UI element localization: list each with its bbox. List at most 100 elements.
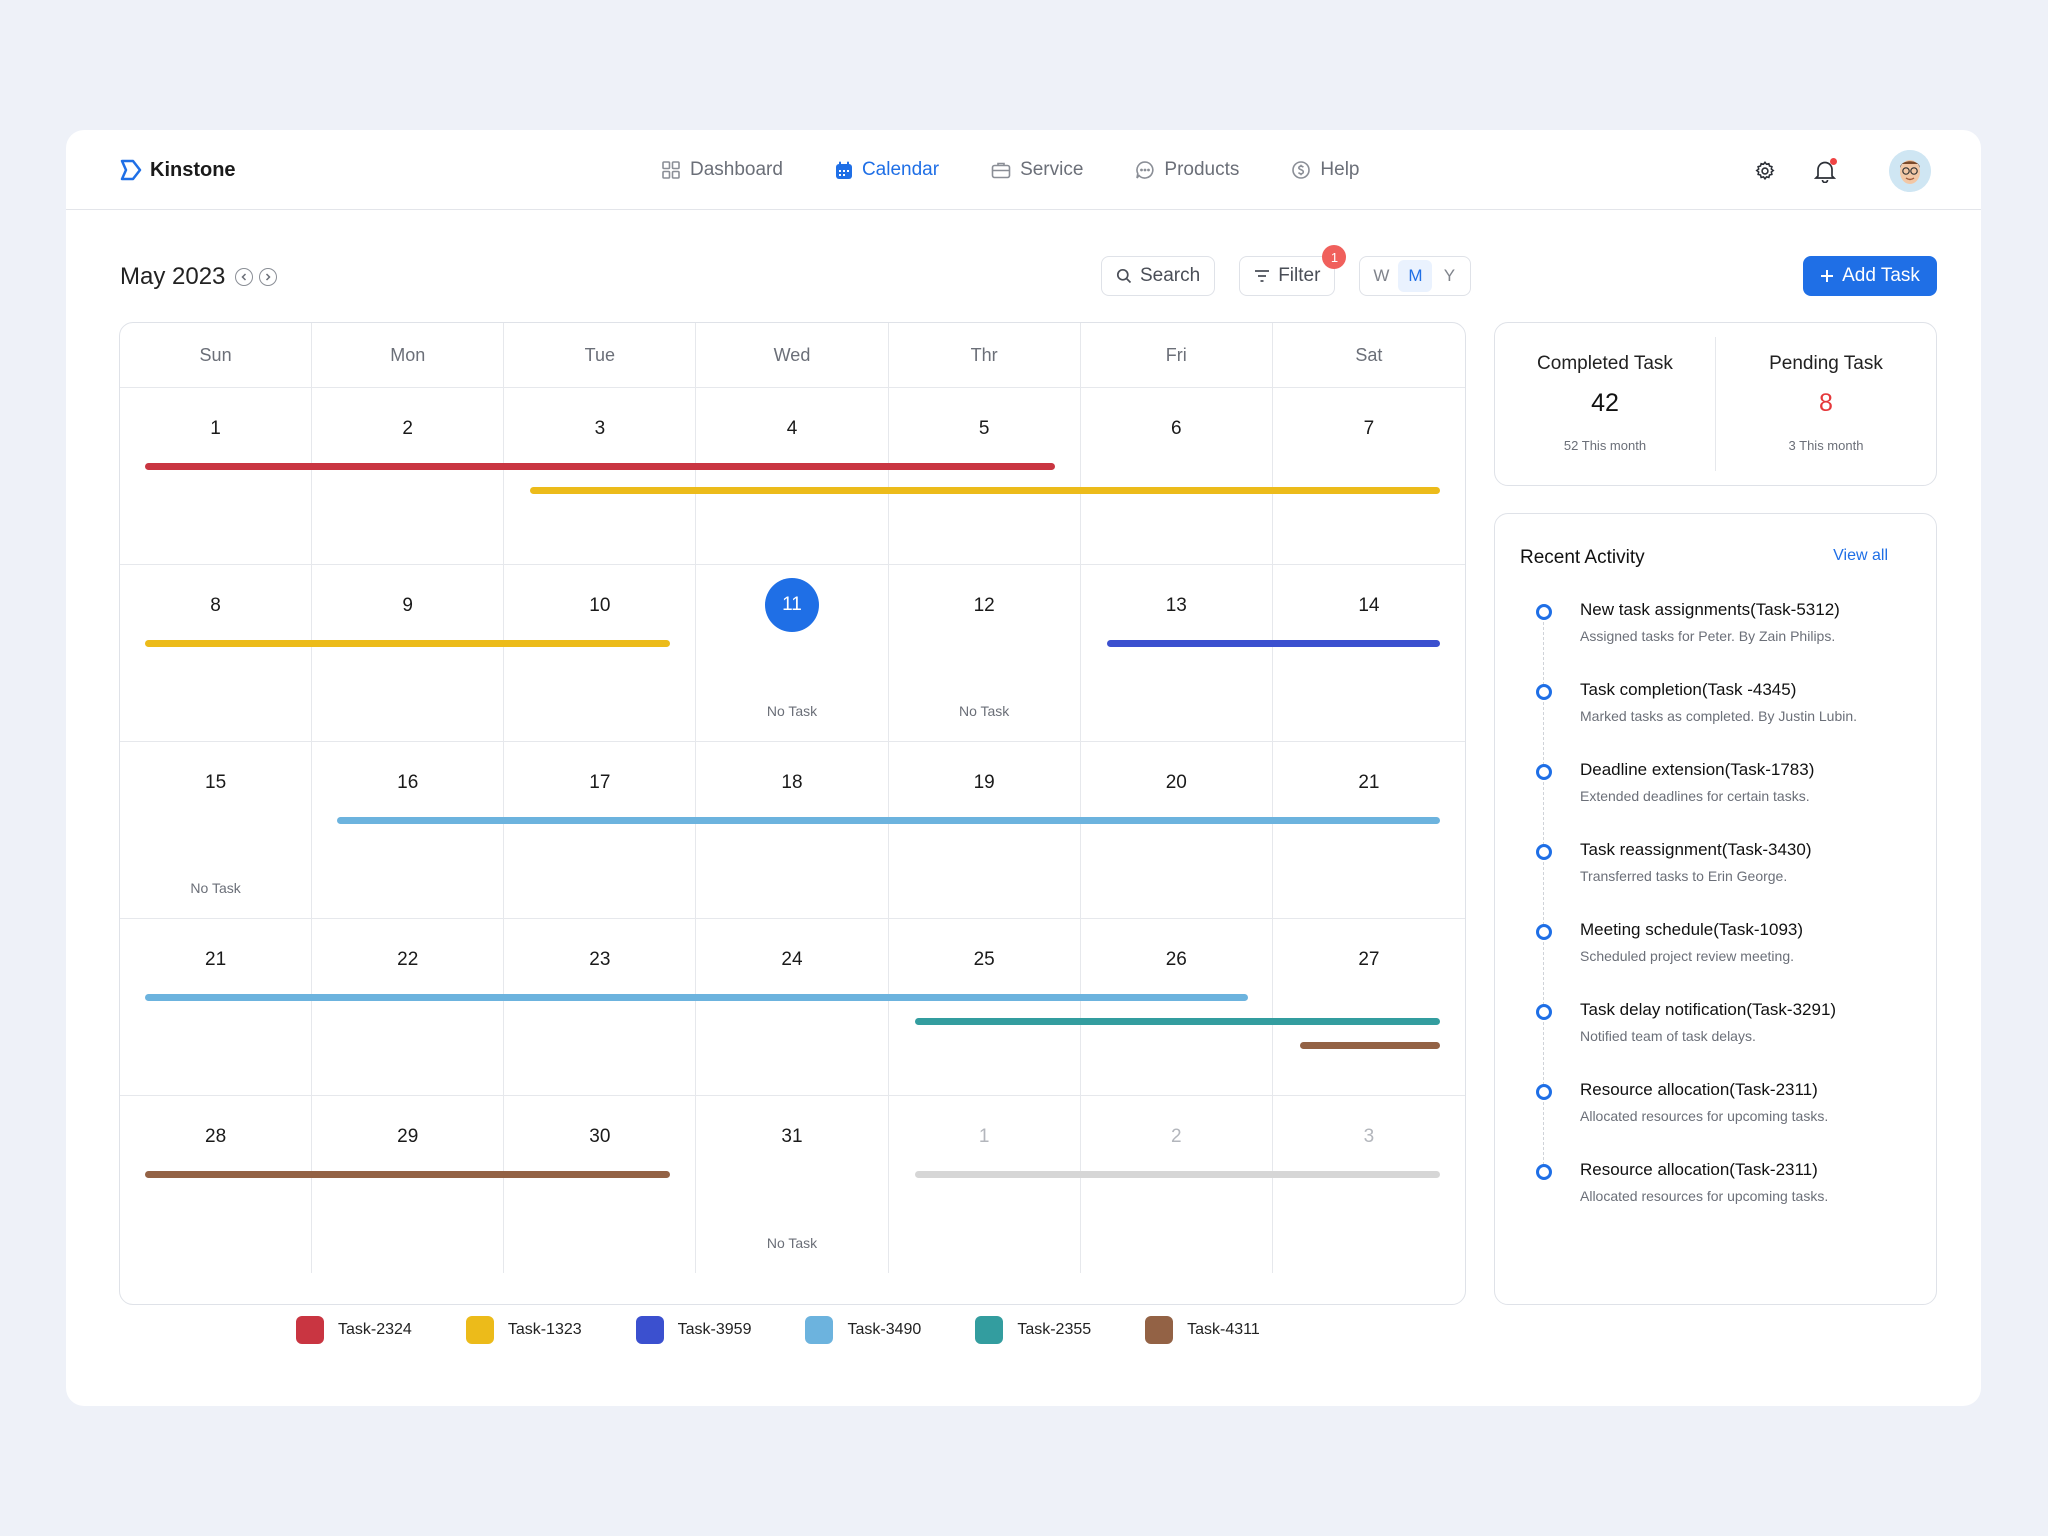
calendar-day-cell[interactable]: 18: [696, 742, 889, 919]
calendar-day-cell[interactable]: 21: [1272, 742, 1465, 919]
activity-item[interactable]: Meeting schedule(Task-1093) Scheduled pro…: [1520, 920, 1920, 1000]
calendar-day-cell[interactable]: 6: [1080, 388, 1273, 565]
app-window: Kinstone Dashboard Calendar Service Prod…: [66, 130, 1981, 1406]
calendar-day-cell[interactable]: 19: [888, 742, 1081, 919]
activity-item[interactable]: Deadline extension(Task-1783) Extended de…: [1520, 760, 1920, 840]
calendar-day-cell[interactable]: 30: [504, 1096, 697, 1273]
calendar-day-cell[interactable]: 28: [120, 1096, 313, 1273]
day-number: 6: [1170, 418, 1182, 439]
calendar-day-cell[interactable]: 2: [312, 388, 505, 565]
calendar-day-cell[interactable]: 23: [504, 919, 697, 1096]
completed-task-count: 42: [1591, 389, 1619, 417]
legend-item: Task-2324: [296, 1316, 412, 1344]
legend-swatch: [465, 1316, 494, 1344]
nav-help[interactable]: Help: [1291, 159, 1359, 181]
no-task-label: No Task: [766, 1235, 818, 1251]
calendar-day-cell[interactable]: 24: [696, 919, 889, 1096]
activity-item[interactable]: Resource allocation(Task-2311) Allocated …: [1520, 1080, 1920, 1160]
calendar-day-cell[interactable]: 10: [504, 565, 697, 742]
view-year-button[interactable]: Y: [1443, 266, 1456, 285]
calendar-day-cell[interactable]: 5: [888, 388, 1081, 565]
notifications-button[interactable]: [1809, 155, 1841, 187]
recent-activity-title: Recent Activity: [1520, 547, 1645, 568]
calendar-day-cell[interactable]: 17: [504, 742, 697, 919]
search-label: Search: [1140, 265, 1201, 286]
calendar-day-cell[interactable]: 29: [312, 1096, 505, 1273]
brand-logo[interactable]: Kinstone: [118, 158, 236, 182]
add-task-button[interactable]: Add Task: [1803, 256, 1937, 296]
nav-calendar[interactable]: Calendar: [835, 159, 939, 181]
nav-products[interactable]: Products: [1135, 159, 1239, 181]
brand-name: Kinstone: [150, 158, 236, 181]
activity-subtitle: Transferred tasks to Erin George.: [1580, 868, 1788, 884]
prev-month-button[interactable]: [235, 268, 254, 286]
search-button[interactable]: Search: [1101, 256, 1216, 296]
calendar-day-cell[interactable]: 3: [504, 388, 697, 565]
calendar-day-cell[interactable]: 9: [312, 565, 505, 742]
day-number: 1: [978, 1126, 990, 1147]
calendar-day-cell[interactable]: 11 No Task: [696, 565, 889, 742]
day-number: 22: [397, 949, 419, 970]
filter-button[interactable]: Filter 1: [1239, 245, 1347, 296]
calendar-day-cell[interactable]: 16: [312, 742, 505, 919]
timeline-dot-icon: [1536, 924, 1552, 940]
top-actions: [1749, 150, 1931, 192]
activity-item[interactable]: Task reassignment(Task-3430) Transferred …: [1520, 840, 1920, 920]
calendar-day-cell[interactable]: 27: [1272, 919, 1465, 1096]
legend-swatch: [296, 1316, 324, 1344]
no-task-label: No Task: [190, 880, 241, 896]
day-number: 8: [210, 595, 221, 616]
activity-item[interactable]: Resource allocation(Task-2311) Allocated …: [1520, 1160, 1920, 1240]
day-number: 4: [786, 418, 798, 439]
weekday-label: Mon: [312, 323, 505, 387]
timeline-dot-icon: [1536, 1004, 1552, 1020]
day-number: 29: [397, 1126, 419, 1147]
settings-button[interactable]: [1749, 155, 1781, 187]
activity-item[interactable]: New task assignments(Task-5312) Assigned …: [1520, 600, 1920, 680]
view-all-link[interactable]: View all: [1833, 547, 1888, 564]
day-number: 27: [1358, 949, 1380, 970]
view-week-button[interactable]: W: [1373, 266, 1390, 285]
calendar-day-cell[interactable]: 14: [1272, 565, 1465, 742]
timeline-dot-icon: [1536, 844, 1552, 860]
day-number: 23: [589, 949, 611, 970]
calendar-day-cell[interactable]: 1: [120, 388, 313, 565]
calendar-day-cell[interactable]: 25: [888, 919, 1081, 1096]
calendar-day-cell[interactable]: 4: [696, 388, 889, 565]
nav-service[interactable]: Service: [991, 159, 1083, 181]
activity-item[interactable]: Task completion(Task -4345) Marked tasks …: [1520, 680, 1920, 760]
day-number: 5: [978, 418, 990, 439]
view-switcher: W M Y: [1359, 256, 1472, 296]
nav-dashboard[interactable]: Dashboard: [661, 159, 783, 181]
legend-label: Task-2355: [1017, 1321, 1092, 1338]
calendar-day-cell[interactable]: 8: [120, 565, 313, 742]
day-number: 18: [781, 772, 803, 793]
chevron-left-icon: [241, 273, 247, 281]
calendar-day-cell[interactable]: 20: [1080, 742, 1273, 919]
calendar-day-cell[interactable]: 13: [1080, 565, 1273, 742]
day-number: 9: [402, 595, 413, 616]
day-number: 31: [781, 1126, 803, 1147]
calendar-day-cell[interactable]: 31 No Task: [696, 1096, 889, 1273]
avatar[interactable]: [1889, 150, 1931, 192]
calendar-day-cell[interactable]: 3: [1273, 1096, 1465, 1273]
day-number: 3: [1363, 1126, 1375, 1147]
calendar-day-cell[interactable]: 12 No Task: [888, 565, 1081, 742]
calendar-day-cell[interactable]: 22: [312, 919, 505, 1096]
activity-item[interactable]: Task delay notification(Task-3291) Notifi…: [1520, 1000, 1920, 1080]
calendar-day-cell[interactable]: 7: [1272, 388, 1465, 565]
legend-item: Task-2355: [975, 1316, 1091, 1344]
calendar-day-cell[interactable]: 1: [889, 1096, 1081, 1273]
calendar-day-cell[interactable]: 2: [1081, 1096, 1273, 1273]
day-number: 7: [1363, 418, 1375, 439]
calendar-day-cell[interactable]: 15 No Task: [120, 742, 313, 919]
legend-label: Task-1323: [507, 1321, 582, 1338]
legend-swatch: [1145, 1316, 1174, 1344]
view-month-button[interactable]: M: [1398, 260, 1433, 292]
activity-title: Task reassignment(Task-3430): [1580, 840, 1812, 859]
recent-activity-panel: Recent Activity View all New task assign…: [1494, 513, 1937, 1305]
calendar-day-cell[interactable]: 21: [120, 919, 313, 1096]
calendar-day-cell[interactable]: 26: [1080, 919, 1273, 1096]
next-month-button[interactable]: [259, 268, 278, 286]
activity-title: Resource allocation(Task-2311): [1580, 1080, 1818, 1099]
